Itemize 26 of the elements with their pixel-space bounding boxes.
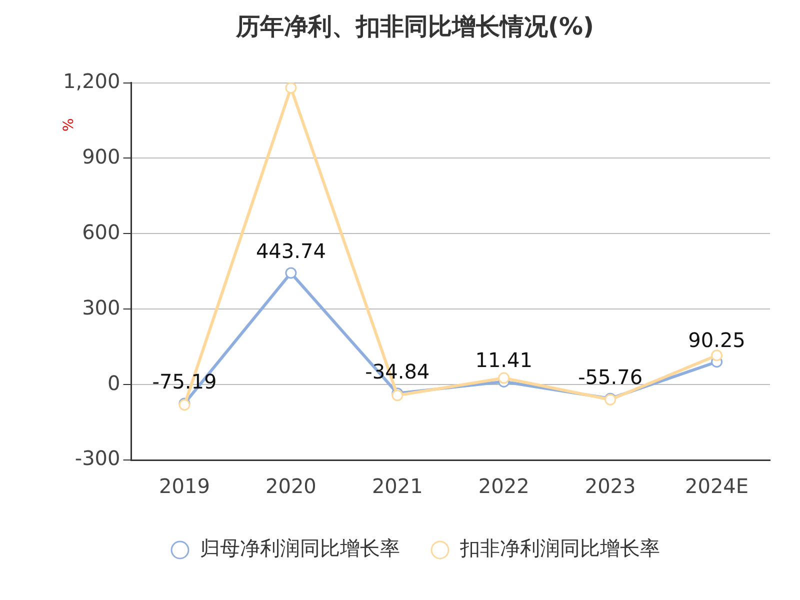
data-label: 11.41 <box>475 348 532 372</box>
point <box>285 267 297 279</box>
data-label: 443.74 <box>256 239 326 264</box>
y-tick-label: 900 <box>82 144 120 168</box>
y-tick-label: 0 <box>108 370 120 395</box>
chart-title: 历年净利、扣非同比增长情况(%) <box>235 12 594 41</box>
x-tick-label: 2021 <box>372 474 423 498</box>
x-tick-label: 2022 <box>478 474 530 498</box>
data-label: -75.19 <box>152 370 217 394</box>
x-tick-label: 2023 <box>584 474 636 498</box>
y-tick-label: 600 <box>82 220 120 244</box>
x-tick-label: 2024E <box>685 474 749 498</box>
x-tick-label: 2020 <box>265 474 316 498</box>
point <box>285 82 297 94</box>
y-tick-label: 300 <box>82 295 120 320</box>
y-tick-label: 1,200 <box>62 69 120 94</box>
data-label: -55.76 <box>578 364 643 389</box>
point <box>498 372 510 384</box>
y-axis-title: % <box>60 118 77 132</box>
x-tick-label: 2019 <box>159 474 210 498</box>
data-label: -34.84 <box>365 360 430 384</box>
legend-label: 归母净利润同比增长率 <box>200 536 400 560</box>
legend-label: 扣非净利润同比增长率 <box>459 536 660 560</box>
point <box>711 350 723 362</box>
y-tick-label: -300 <box>74 446 120 470</box>
data-label: 90.25 <box>688 328 746 352</box>
